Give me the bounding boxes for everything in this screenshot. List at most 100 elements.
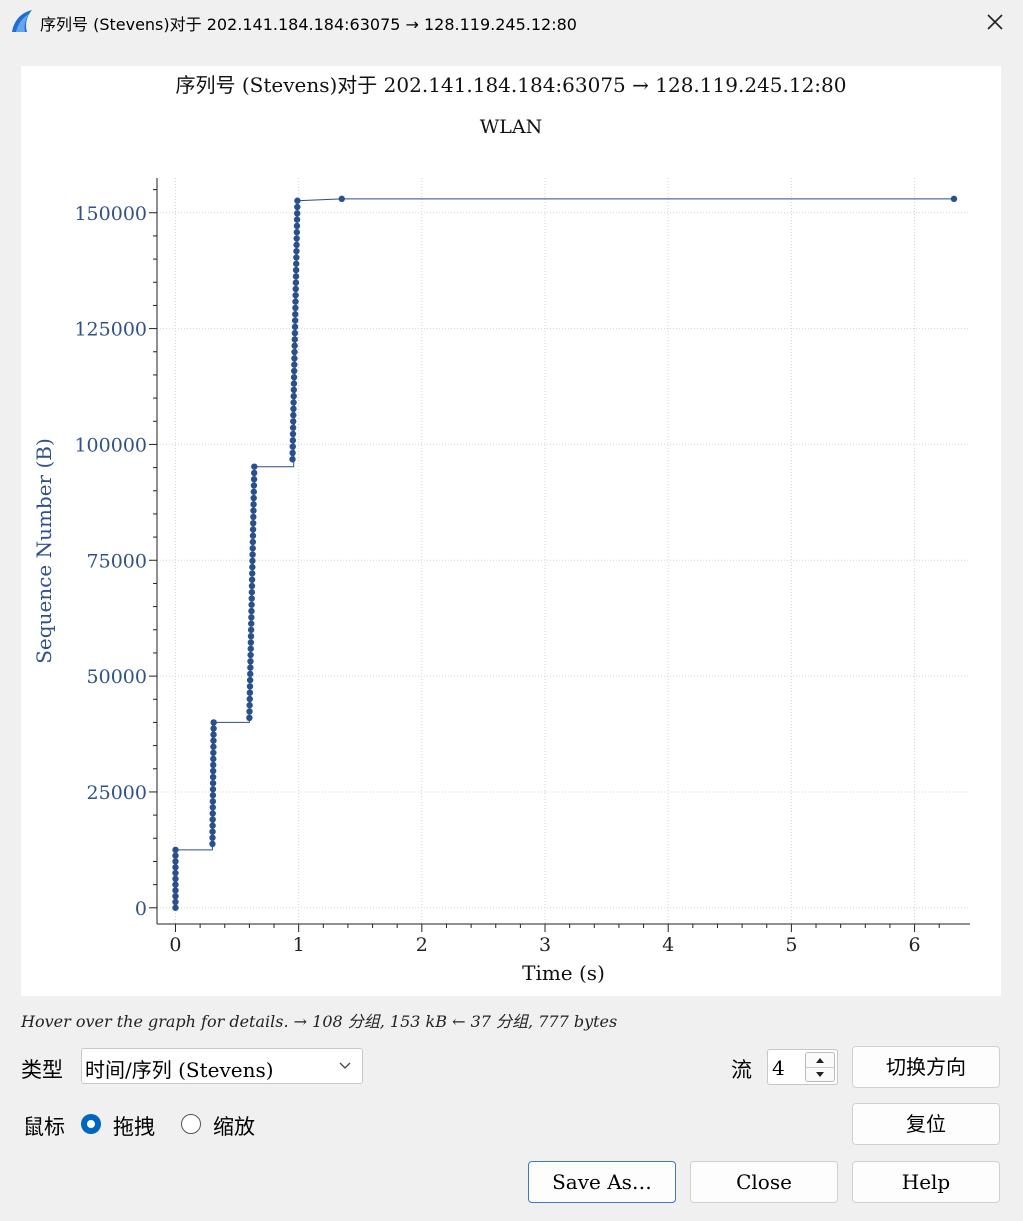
data-point — [290, 399, 297, 406]
data-point — [172, 869, 179, 877]
data-point — [172, 898, 179, 906]
y-axis-label: Sequence Number (B) — [32, 438, 56, 664]
drag-radio[interactable] — [81, 1114, 101, 1134]
data-point — [290, 405, 297, 413]
data-point — [247, 632, 255, 640]
chart-title: 序列号 (Stevens)对于 202.141.184.184:63075 → … — [175, 73, 846, 97]
chevron-down-icon — [339, 1062, 351, 1069]
data-point — [291, 355, 298, 362]
data-point — [292, 304, 299, 312]
zoom-radio[interactable] — [181, 1114, 201, 1134]
data-point — [247, 639, 255, 646]
data-point — [293, 222, 301, 230]
data-point — [293, 210, 301, 217]
sequence-chart[interactable]: 序列号 (Stevens)对于 202.141.184.184:63075 → … — [21, 66, 1001, 996]
close-button[interactable]: Close — [690, 1161, 838, 1203]
data-point — [293, 254, 300, 261]
data-point — [292, 279, 300, 286]
data-point — [248, 601, 255, 608]
data-point — [247, 626, 255, 634]
data-point — [249, 545, 256, 552]
data-point — [246, 708, 253, 715]
switch-direction-button[interactable]: 切换方向 — [852, 1046, 1000, 1088]
status-text: Hover over the graph for details. → 108 … — [21, 1012, 618, 1031]
data-point — [290, 374, 298, 381]
data-point — [290, 386, 298, 394]
stream-label: 流 — [731, 1058, 752, 1082]
data-point — [172, 852, 179, 859]
spin-down-icon[interactable] — [806, 1067, 834, 1082]
data-point — [251, 463, 258, 470]
drag-label: 拖拽 — [113, 1115, 155, 1139]
data-point — [209, 804, 217, 811]
x-axis-label: Time (s) — [522, 961, 605, 985]
type-label: 类型 — [21, 1058, 63, 1082]
data-point — [247, 645, 254, 652]
data-point — [292, 298, 299, 305]
data-point — [209, 834, 216, 841]
spin-up-icon[interactable] — [806, 1053, 834, 1067]
x-tick-label: 4 — [662, 934, 674, 956]
data-point — [246, 689, 254, 696]
data-point — [249, 570, 256, 577]
data-point — [294, 203, 301, 211]
data-point — [209, 798, 217, 805]
mouse-label: 鼠标 — [23, 1115, 65, 1139]
data-point — [291, 342, 298, 349]
data-point — [250, 513, 257, 521]
data-point — [293, 216, 301, 223]
data-point — [210, 725, 217, 732]
data-point — [172, 904, 179, 911]
graph-type-value: 时间/序列 (Stevens) — [85, 1058, 274, 1082]
data-point — [950, 195, 958, 203]
data-point — [291, 336, 298, 343]
data-point — [172, 881, 179, 888]
save-as-button[interactable]: Save As… — [528, 1161, 676, 1203]
data-point — [248, 589, 256, 596]
data-point — [292, 273, 300, 280]
data-point — [289, 437, 297, 444]
graph-panel[interactable]: 序列号 (Stevens)对于 202.141.184.184:63075 → … — [21, 66, 1001, 996]
y-tick-label: 0 — [135, 898, 147, 920]
data-point — [209, 816, 216, 823]
x-tick-label: 6 — [909, 934, 921, 956]
x-tick-label: 5 — [785, 934, 797, 956]
x-tick-label: 0 — [169, 934, 181, 956]
data-point — [250, 494, 257, 502]
data-point — [291, 329, 299, 337]
series-line — [175, 198, 954, 851]
data-point — [291, 348, 298, 356]
data-point — [210, 719, 217, 726]
y-tick-label: 50000 — [87, 666, 147, 688]
data-point — [246, 702, 253, 709]
stream-spinbox[interactable]: 4 — [767, 1049, 838, 1085]
data-point — [249, 526, 257, 533]
data-point — [293, 241, 300, 249]
data-point — [250, 488, 258, 495]
data-point — [247, 664, 254, 671]
data-point — [250, 469, 258, 477]
reset-button[interactable]: 复位 — [852, 1103, 1000, 1145]
data-point — [293, 235, 300, 242]
data-point — [246, 683, 254, 690]
data-point — [172, 892, 179, 900]
x-tick-label: 3 — [539, 934, 551, 956]
data-point — [248, 607, 255, 615]
close-window-icon[interactable] — [981, 8, 1009, 36]
data-point — [289, 424, 297, 431]
data-point — [247, 670, 254, 678]
data-point — [209, 786, 217, 793]
data-point — [248, 595, 255, 602]
data-point — [210, 731, 217, 738]
data-point — [289, 430, 297, 438]
data-point — [293, 260, 300, 267]
data-point — [290, 380, 298, 387]
window-title: 序列号 (Stevens)对于 202.141.184.184:63075 → … — [40, 15, 577, 34]
data-point — [210, 749, 217, 756]
data-point — [291, 361, 298, 368]
help-button[interactable]: Help — [852, 1161, 1000, 1203]
data-point — [250, 519, 257, 527]
data-point — [291, 317, 299, 324]
graph-type-select[interactable]: 时间/序列 (Stevens) — [81, 1048, 363, 1084]
wireshark-fin-icon — [12, 10, 32, 32]
